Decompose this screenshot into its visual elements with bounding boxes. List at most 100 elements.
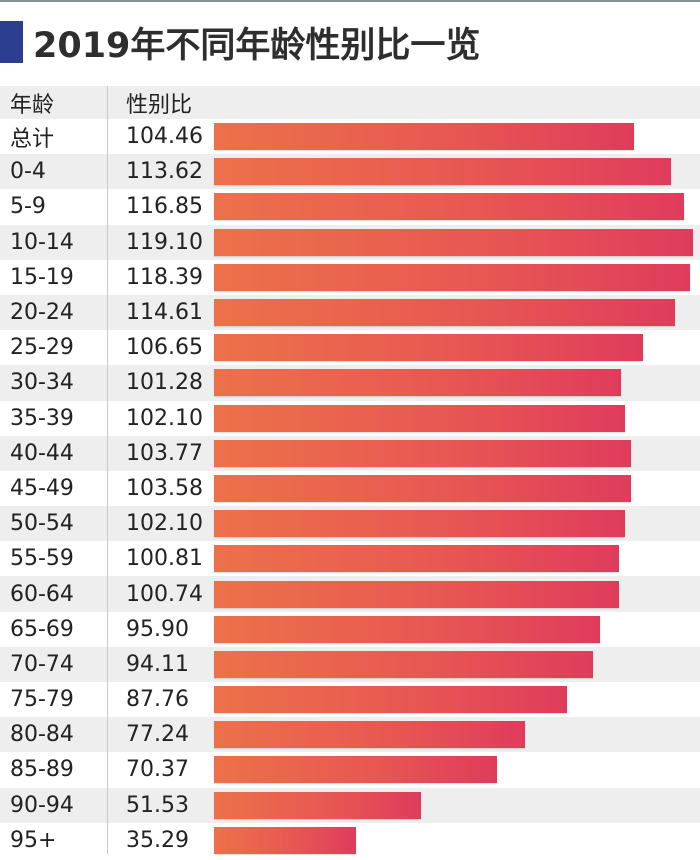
top-border (0, 0, 700, 2)
bar-track (214, 260, 691, 295)
table-row: 30-34 101.28 (0, 365, 700, 401)
table-row: 25-29 106.65 (0, 330, 700, 365)
sex-ratio-bar (214, 263, 691, 291)
age-group-label: 75-79 (10, 687, 74, 713)
sex-ratio-bar (214, 158, 671, 186)
header-ratio: 性别比 (126, 92, 193, 118)
age-group-label: 0-4 (10, 159, 46, 185)
age-group-label: 65-69 (10, 616, 74, 642)
title-accent-mark (0, 21, 23, 63)
sex-ratio-value: 103.58 (126, 475, 203, 501)
sex-ratio-bar (214, 334, 643, 362)
sex-ratio-bar (214, 756, 497, 784)
sex-ratio-bar (214, 510, 625, 538)
header-age: 年龄 (10, 92, 55, 118)
table-row: 40-44 103.77 (0, 435, 700, 471)
sex-ratio-value: 35.29 (126, 827, 189, 853)
bar-track (214, 682, 567, 717)
age-group-label: 50-54 (10, 511, 74, 537)
sex-ratio-bar (214, 791, 422, 819)
bar-track (214, 823, 356, 858)
age-group-label: 85-89 (10, 757, 74, 783)
sex-ratio-bar (214, 299, 675, 327)
table-header: 年龄 性别比 (0, 86, 700, 119)
bar-track (214, 189, 684, 224)
sex-ratio-value: 95.90 (126, 616, 189, 642)
sex-ratio-value: 51.53 (126, 792, 189, 818)
age-group-label: 95+ (10, 827, 57, 853)
table-row: 85-89 70.37 (0, 752, 700, 787)
sex-ratio-value: 70.37 (126, 757, 189, 783)
age-group-label: 总计 (10, 126, 55, 152)
table-row: 总计 104.46 (0, 119, 700, 154)
age-group-label: 10-14 (10, 229, 74, 255)
table-row: 50-54 102.10 (0, 506, 700, 542)
sex-ratio-value: 102.10 (126, 405, 203, 431)
sex-ratio-bar (214, 826, 356, 854)
sex-ratio-bar (214, 369, 622, 397)
table-row: 15-19 118.39 (0, 260, 700, 295)
table-row: 5-9 116.85 (0, 189, 700, 224)
sex-ratio-bar (214, 228, 693, 256)
sex-ratio-value: 100.74 (126, 581, 203, 607)
bar-track (214, 647, 593, 682)
sex-ratio-table: 年龄 性别比 总计 104.46 0-4 113.62 5-9 116.85 10-14 11… (0, 86, 700, 858)
bar-track (214, 365, 622, 400)
sex-ratio-value: 77.24 (126, 722, 189, 748)
bar-track (214, 119, 635, 154)
bar-track (214, 330, 643, 365)
sex-ratio-value: 103.77 (126, 440, 203, 466)
sex-ratio-value: 106.65 (126, 335, 203, 361)
title-bar: 2019年不同年龄性别比一览 (0, 20, 480, 66)
table-row: 75-79 87.76 (0, 682, 700, 717)
age-group-label: 5-9 (10, 194, 46, 220)
bar-track (214, 717, 525, 752)
age-group-label: 90-94 (10, 792, 74, 818)
table-row: 35-39 102.10 (0, 401, 700, 436)
sex-ratio-bar (214, 193, 684, 221)
sex-ratio-value: 101.28 (126, 370, 203, 396)
sex-ratio-value: 116.85 (126, 194, 203, 220)
table-row: 55-59 100.81 (0, 541, 700, 576)
table-row: 95+ 35.29 (0, 823, 700, 858)
table-row: 60-64 100.74 (0, 576, 700, 612)
bar-track (214, 752, 497, 787)
table-row: 90-94 51.53 (0, 787, 700, 823)
bar-track (214, 506, 625, 541)
table-row: 10-14 119.10 (0, 224, 700, 260)
bar-track (214, 295, 675, 330)
table-row: 0-4 113.62 (0, 154, 700, 190)
bar-track (214, 471, 631, 506)
table-row: 45-49 103.58 (0, 471, 700, 506)
table-row: 70-74 94.11 (0, 646, 700, 682)
column-divider (107, 86, 108, 854)
sex-ratio-bar (214, 474, 631, 502)
age-group-label: 60-64 (10, 581, 74, 607)
sex-ratio-bar (214, 721, 525, 749)
sex-ratio-bar (214, 439, 632, 467)
age-group-label: 30-34 (10, 370, 74, 396)
bar-track (214, 541, 620, 576)
age-group-label: 40-44 (10, 440, 74, 466)
age-group-label: 25-29 (10, 335, 74, 361)
bar-track (214, 576, 620, 611)
sex-ratio-value: 118.39 (126, 264, 203, 290)
sex-ratio-value: 114.61 (126, 300, 203, 326)
table-row: 65-69 95.90 (0, 612, 700, 647)
sex-ratio-value: 104.46 (126, 124, 203, 150)
sex-ratio-bar (214, 580, 620, 608)
bar-track (214, 154, 671, 189)
sex-ratio-value: 113.62 (126, 159, 203, 185)
age-group-label: 20-24 (10, 300, 74, 326)
age-group-label: 70-74 (10, 651, 74, 677)
sex-ratio-value: 100.81 (126, 546, 203, 572)
bar-track (214, 612, 600, 647)
age-group-label: 35-39 (10, 405, 74, 431)
sex-ratio-bar (214, 545, 620, 573)
sex-ratio-bar (214, 404, 625, 432)
sex-ratio-value: 119.10 (126, 229, 203, 255)
sex-ratio-value: 94.11 (126, 651, 189, 677)
sex-ratio-value: 102.10 (126, 511, 203, 537)
table-row: 80-84 77.24 (0, 717, 700, 753)
age-group-label: 15-19 (10, 264, 74, 290)
